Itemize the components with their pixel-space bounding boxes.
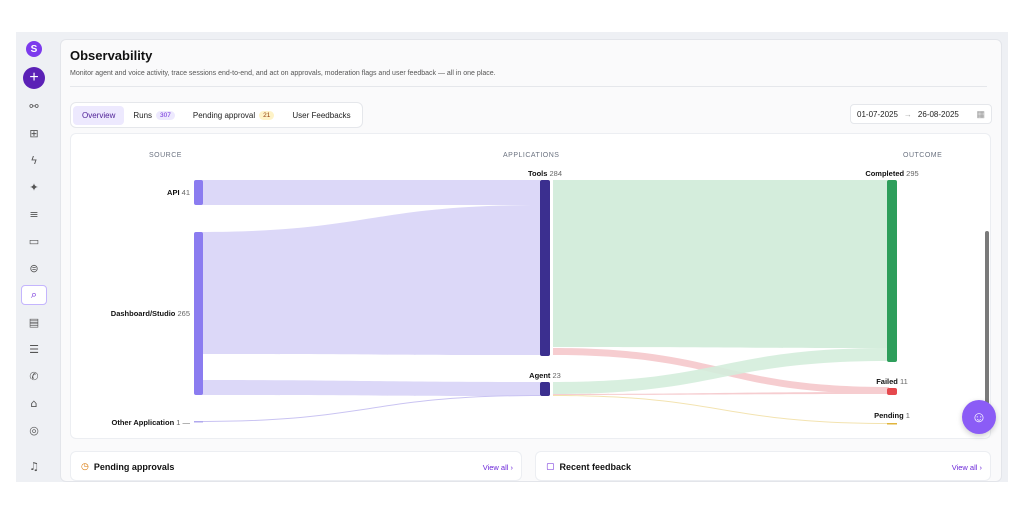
pending-count-badge: 21 — [259, 110, 275, 120]
node-api — [194, 180, 203, 205]
link-dashboard-tools — [199, 205, 540, 355]
graph-icon[interactable]: ⚯ — [29, 99, 39, 113]
page-subtitle: Monitor agent and voice activity, trace … — [70, 70, 496, 77]
sidebar-nav: ⚯ ⊞ ϟ ✦ ≡ ▭ ⊜ ⌕ ▤ ☰ ✆ ⌂ ◎ ♫ — [21, 89, 47, 476]
link-other-agent — [199, 395, 540, 422]
column-header-outcome: OUTCOME — [903, 152, 943, 159]
clock-icon: ◷ — [81, 462, 89, 472]
sankey-chart: API 41 Dashboard/Studio 265 Other Applicat… — [111, 169, 919, 427]
arrow-right-icon: → — [903, 109, 912, 119]
tab-pending-approval[interactable]: Pending approval 21 — [184, 106, 284, 125]
runner-icon[interactable]: ✦ — [29, 180, 39, 194]
card-title-text: Pending approvals — [93, 462, 175, 472]
home-icon[interactable]: ⌂ — [30, 396, 38, 410]
chat-bubble-icon: ☺ — [971, 408, 987, 426]
column-header-applications: APPLICATIONS — [503, 152, 560, 159]
pending-approvals-title: ◷ Pending approvals — [81, 462, 174, 472]
link-api-tools — [199, 180, 540, 205]
chat-icon: ▢ — [546, 462, 555, 472]
node-other-application — [194, 421, 203, 423]
label-pending: Pending 1 — [874, 411, 910, 420]
scrollbar[interactable] — [985, 231, 989, 406]
app-frame: S + ⚯ ⊞ ϟ ✦ ≡ ▭ ⊜ ⌕ ▤ ☰ ✆ ⌂ ◎ ♫ Observability Monitor… — [16, 32, 1008, 482]
nodes-icon[interactable]: ⊞ — [29, 126, 39, 140]
runs-count-badge: 307 — [156, 110, 175, 120]
tab-label: Pending approval — [192, 110, 256, 120]
node-pending — [887, 423, 897, 425]
tab-label: Overview — [82, 110, 116, 120]
list-icon[interactable]: ☰ — [29, 342, 39, 356]
document-icon[interactable]: ▤ — [28, 315, 40, 329]
node-agent — [540, 382, 550, 396]
observability-icon[interactable]: ⌕ — [21, 285, 47, 305]
phone-icon[interactable]: ✆ — [29, 369, 39, 383]
calendar-icon[interactable]: ▦ — [976, 108, 985, 119]
folder-icon[interactable]: ▭ — [28, 234, 40, 248]
tab-runs[interactable]: Runs 307 — [124, 106, 184, 125]
label-tools: Tools 284 — [528, 169, 562, 178]
date-end[interactable]: 26-08-2025 — [917, 109, 959, 119]
link-dashboard-agent — [199, 380, 540, 396]
tab-label: Runs — [133, 110, 153, 120]
column-header-source: SOURCE — [149, 152, 182, 159]
feedback-view-all-link[interactable]: View all › — [951, 463, 982, 472]
storage-icon[interactable]: ⊜ — [29, 261, 39, 275]
lightning-icon[interactable]: ϟ — [30, 153, 38, 167]
recent-feedback-card: ▢ Recent feedback View all › — [535, 451, 991, 481]
eye-icon[interactable]: ◎ — [29, 423, 39, 437]
link-agent-failed — [553, 392, 889, 395]
sidebar: S + ⚯ ⊞ ϟ ✦ ≡ ▭ ⊜ ⌕ ▤ ☰ ✆ ⌂ ◎ ♫ — [16, 32, 52, 482]
link-agent-completed — [553, 348, 889, 394]
tab-bar: Overview Runs 307 Pending approval 21 User… — [70, 102, 363, 128]
sankey-card: SOURCE APPLICATIONS OUTCOME API 41 Dashbo… — [70, 133, 991, 439]
app-logo[interactable]: S — [26, 41, 42, 57]
label-dashboard-studio: Dashboard/Studio 265 — [111, 309, 190, 318]
node-tools — [540, 180, 550, 356]
label-failed: Failed 11 — [876, 377, 908, 386]
node-failed — [887, 388, 897, 395]
label-other-application: Other Application 1 — — [112, 418, 191, 427]
pending-view-all-link[interactable]: View all › — [482, 463, 513, 472]
recent-feedback-title: ▢ Recent feedback — [546, 462, 631, 472]
date-start[interactable]: 01-07-2025 — [857, 109, 898, 119]
main-panel: Observability Monitor agent and voice ac… — [60, 39, 1002, 482]
label-completed: Completed 295 — [865, 169, 918, 178]
database-icon[interactable]: ≡ — [29, 207, 39, 221]
page-title: Observability — [70, 48, 153, 63]
date-range-picker[interactable]: 01-07-2025 → 26-08-2025 ▦ — [850, 104, 992, 124]
card-title-text: Recent feedback — [559, 462, 632, 472]
bell-icon[interactable]: ♫ — [29, 459, 39, 473]
label-api: API 41 — [167, 188, 190, 197]
label-agent: Agent 23 — [529, 371, 561, 380]
tab-user-feedbacks[interactable]: User Feedbacks — [283, 106, 359, 125]
tab-label: User Feedbacks — [292, 110, 351, 120]
link-agent-pending — [553, 395, 889, 424]
new-button[interactable]: + — [23, 67, 45, 89]
header-divider — [70, 86, 987, 87]
node-completed — [887, 180, 897, 362]
node-dashboard-studio — [194, 232, 203, 395]
pending-approvals-card: ◷ Pending approvals View all › — [70, 451, 522, 481]
tab-overview[interactable]: Overview — [73, 105, 125, 125]
chat-assistant-button[interactable]: ☺ — [962, 400, 996, 434]
link-tools-completed — [553, 180, 889, 348]
